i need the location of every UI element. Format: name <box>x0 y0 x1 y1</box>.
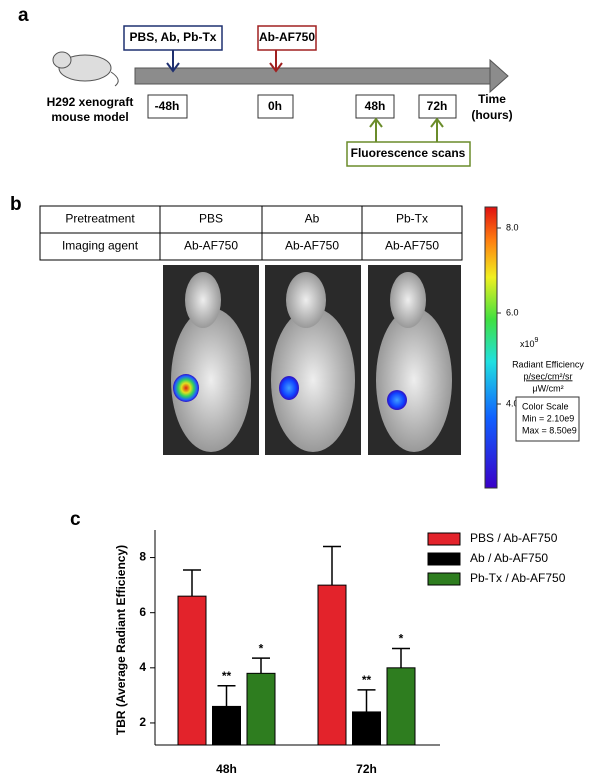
box <box>257 25 317 51</box>
timeline-arrow <box>134 58 509 94</box>
table-cell: Ab <box>305 212 320 226</box>
table-cell: Ab-AF750 <box>184 239 238 253</box>
scale-max: Max = 8.50e9 <box>522 425 577 435</box>
scale-title: Color Scale <box>522 401 569 411</box>
panel-label: a <box>18 5 29 26</box>
scans-label: Fluorescence scans <box>351 146 466 160</box>
colorbar-tick: 8.0 <box>506 222 519 232</box>
multiplier-exponent: 9 <box>535 337 539 344</box>
timepoint: 48h <box>365 99 386 113</box>
legend-swatch <box>427 552 461 566</box>
legend-label: PBS / Ab-AF750 <box>470 531 558 545</box>
arrow <box>166 50 180 73</box>
box <box>123 25 223 51</box>
timepoint: -48h <box>155 99 180 113</box>
agent-label: Ab-AF750 <box>259 30 315 44</box>
timepoint: 0h <box>268 99 282 113</box>
significance: ** <box>222 669 232 683</box>
pretreatment-label: PBS, Ab, Pb-Tx <box>130 30 217 44</box>
mouse-icon <box>52 51 119 87</box>
model-label: H292 xenograft <box>47 95 134 109</box>
table-cell: Ab-AF750 <box>385 239 439 253</box>
table-cell: Ab-AF750 <box>285 239 339 253</box>
y-axis-label: TBR (Average Radiant Efficiency) <box>114 545 128 735</box>
scale-min: Min = 2.10e9 <box>522 413 574 423</box>
mouse-images <box>163 265 461 455</box>
y-tick-label: 2 <box>139 715 146 729</box>
legend-swatch <box>427 572 461 586</box>
significance: * <box>259 641 264 655</box>
legend-swatch <box>427 532 461 546</box>
y-tick-label: 8 <box>139 550 146 564</box>
table-cell: PBS <box>199 212 223 226</box>
table-cell: Pb-Tx <box>396 212 428 226</box>
legend-label: Ab / Ab-AF750 <box>470 551 548 565</box>
unit: μW/cm² <box>532 383 563 393</box>
colorbar-ticks <box>497 227 501 405</box>
bar <box>386 667 416 746</box>
x-tick-label: 48h <box>216 762 237 776</box>
bar <box>317 584 347 746</box>
y-tick-label: 4 <box>139 660 146 674</box>
arrow <box>269 50 283 73</box>
box <box>346 141 471 167</box>
table-cell: Pretreatment <box>65 212 135 226</box>
colorbar-tick: 4.0 <box>506 398 519 408</box>
timepoint: 72h <box>427 99 448 113</box>
legend-label: Pb-Tx / Ab-AF750 <box>470 571 566 585</box>
panel-label: b <box>10 194 22 215</box>
bar <box>352 711 381 746</box>
colorbar-title: Radiant Efficiency <box>512 359 584 369</box>
significance: ** <box>362 673 372 687</box>
bar <box>212 705 241 746</box>
axis-label: (hours) <box>471 108 512 122</box>
axis-label: Time <box>478 92 506 106</box>
multiplier-base: x10 <box>520 339 535 349</box>
unit: p/sec/cm²/sr <box>523 371 572 381</box>
table-cell: Imaging agent <box>62 239 139 253</box>
bar <box>177 595 207 746</box>
panel-label: c <box>70 509 81 530</box>
bar <box>246 672 276 746</box>
table-grid <box>39 205 463 261</box>
y-tick-label: 6 <box>139 605 146 619</box>
model-label: mouse model <box>51 110 128 124</box>
multiplier: x109 <box>520 337 539 350</box>
colorbar-tick: 6.0 <box>506 307 519 317</box>
x-tick-label: 72h <box>356 762 377 776</box>
scale-box <box>515 396 580 442</box>
significance: * <box>399 632 404 646</box>
colorbar <box>484 206 498 489</box>
time-boxes <box>147 94 457 119</box>
arrow <box>369 117 444 142</box>
